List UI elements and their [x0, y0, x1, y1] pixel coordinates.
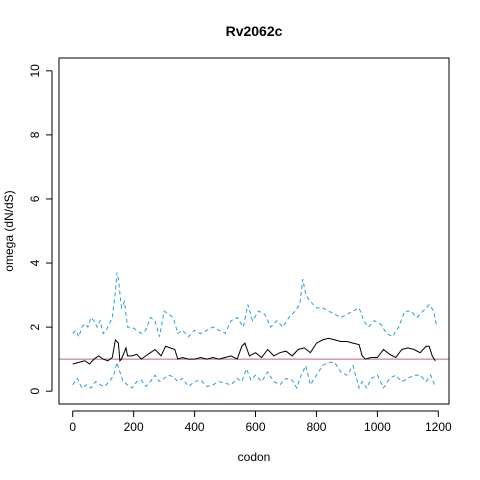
plot-frame: [58, 57, 450, 405]
y-axis-label: omega (dN/dS): [2, 190, 16, 271]
y-tick-label: 10: [28, 64, 42, 78]
x-tick-label: 1000: [364, 420, 391, 434]
x-tick-label: 0: [69, 420, 76, 434]
y-tick-label: 6: [28, 195, 42, 202]
x-tick-label: 400: [185, 420, 205, 434]
x-tick-label: 800: [306, 420, 326, 434]
y-tick-label: 4: [28, 259, 42, 266]
x-axis-label: codon: [238, 450, 271, 464]
x-tick-label: 200: [124, 420, 144, 434]
y-tick-label: 2: [28, 323, 42, 330]
upper-bound-line: [72, 272, 438, 339]
x-tick-label: 1200: [425, 420, 452, 434]
y-tick-label: 8: [28, 131, 42, 138]
x-tick-label: 600: [246, 420, 266, 434]
omega-line: [72, 337, 436, 365]
y-tick-label: 0: [28, 388, 42, 395]
chart-title: Rv2062c: [226, 23, 283, 39]
plot-area: 0 200 400 600 800 1000 1200 0 2 4 6 8 10: [28, 64, 452, 434]
lower-bound-line: [72, 360, 436, 390]
